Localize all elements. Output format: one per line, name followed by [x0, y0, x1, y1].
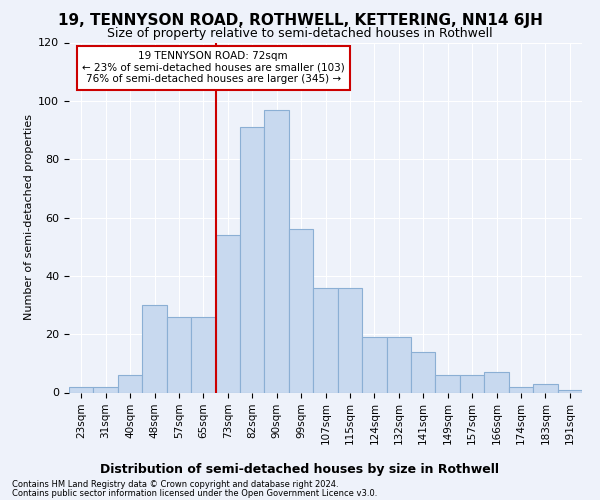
Bar	[509, 386, 533, 392]
Text: 19 TENNYSON ROAD: 72sqm
← 23% of semi-detached houses are smaller (103)
76% of s: 19 TENNYSON ROAD: 72sqm ← 23% of semi-de…	[82, 52, 344, 84]
Text: 19, TENNYSON ROAD, ROTHWELL, KETTERING, NN14 6JH: 19, TENNYSON ROAD, ROTHWELL, KETTERING, …	[58, 12, 542, 28]
Text: Distribution of semi-detached houses by size in Rothwell: Distribution of semi-detached houses by …	[101, 462, 499, 475]
Bar	[338, 288, 362, 393]
Text: Contains public sector information licensed under the Open Government Licence v3: Contains public sector information licen…	[12, 489, 377, 498]
Bar	[460, 375, 484, 392]
Bar	[411, 352, 436, 393]
Bar	[167, 316, 191, 392]
Bar	[313, 288, 338, 393]
Bar	[240, 127, 265, 392]
Bar	[265, 110, 289, 393]
Bar	[69, 386, 94, 392]
Bar	[94, 386, 118, 392]
Bar	[436, 375, 460, 392]
Bar	[386, 337, 411, 392]
Y-axis label: Number of semi-detached properties: Number of semi-detached properties	[24, 114, 34, 320]
Bar	[557, 390, 582, 392]
Text: Contains HM Land Registry data © Crown copyright and database right 2024.: Contains HM Land Registry data © Crown c…	[12, 480, 338, 489]
Bar	[533, 384, 557, 392]
Bar	[118, 375, 142, 392]
Bar	[484, 372, 509, 392]
Bar	[362, 337, 386, 392]
Bar	[191, 316, 215, 392]
Bar	[289, 229, 313, 392]
Bar	[215, 235, 240, 392]
Text: Size of property relative to semi-detached houses in Rothwell: Size of property relative to semi-detach…	[107, 28, 493, 40]
Bar	[142, 305, 167, 392]
